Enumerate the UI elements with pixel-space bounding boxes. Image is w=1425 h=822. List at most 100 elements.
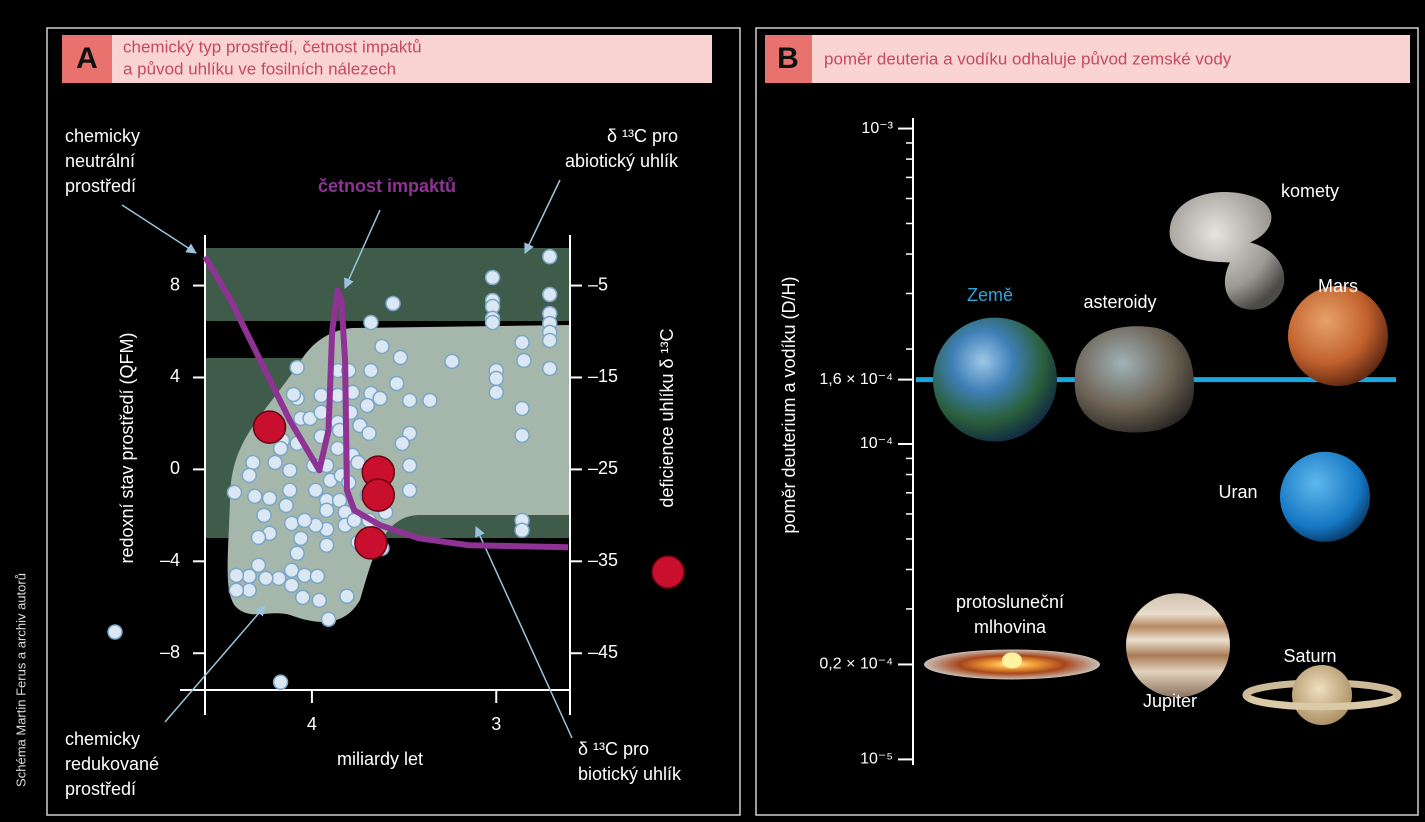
arrow bbox=[344, 209, 381, 289]
point bbox=[289, 359, 305, 376]
y2-tick-label: –5 bbox=[588, 274, 608, 294]
point bbox=[282, 482, 298, 499]
y2-tick-label: –35 bbox=[588, 550, 618, 570]
comet bbox=[1169, 191, 1285, 310]
point bbox=[228, 567, 245, 584]
x-tick-label: 3 bbox=[491, 714, 501, 734]
point bbox=[363, 362, 379, 379]
point bbox=[514, 522, 530, 539]
y2-tick-label: –45 bbox=[588, 642, 618, 662]
point bbox=[541, 360, 558, 377]
panel-title: poměr deuteria a vodíku odhaluje původ z… bbox=[824, 49, 1232, 68]
point bbox=[318, 502, 335, 519]
point bbox=[294, 589, 311, 606]
ring bbox=[1247, 694, 1397, 711]
point bbox=[241, 582, 257, 599]
annotation: redukované bbox=[65, 754, 159, 774]
body-label: mlhovina bbox=[974, 617, 1047, 637]
annotation: chemicky bbox=[65, 729, 140, 749]
point bbox=[514, 427, 530, 444]
point bbox=[282, 462, 298, 479]
impact-line bbox=[202, 255, 569, 551]
panel-letter: A bbox=[76, 42, 98, 75]
y-tick-label: 10⁻³ bbox=[861, 120, 893, 137]
point bbox=[361, 478, 396, 512]
panel-title: chemický typ prostředí, četnost impaktů bbox=[123, 37, 422, 56]
point bbox=[320, 611, 337, 627]
point bbox=[484, 269, 501, 286]
y2-axis-label: deficience uhlíku δ ¹³C bbox=[657, 328, 677, 507]
y-tick-label: 4 bbox=[170, 366, 180, 386]
point bbox=[359, 397, 375, 414]
annotation: δ ¹³C pro bbox=[607, 126, 678, 146]
body-label: protosluneční bbox=[956, 592, 1064, 612]
point bbox=[245, 454, 261, 471]
body-label: Jupiter bbox=[1143, 691, 1197, 711]
point bbox=[374, 338, 390, 355]
point bbox=[293, 530, 309, 547]
point bbox=[488, 370, 505, 387]
point bbox=[267, 454, 283, 471]
nebula-core bbox=[1002, 652, 1022, 669]
body-label: asteroidy bbox=[1083, 292, 1156, 312]
biotic-region bbox=[227, 325, 570, 622]
y-tick-label: 1,6 × 10⁻⁴ bbox=[819, 371, 893, 388]
point bbox=[250, 529, 267, 546]
point bbox=[401, 482, 418, 499]
annotation: abiotický uhlík bbox=[565, 151, 679, 171]
panel-letter: B bbox=[777, 42, 799, 75]
arrow bbox=[524, 179, 561, 254]
point bbox=[385, 295, 401, 312]
point bbox=[283, 515, 300, 532]
annotation: prostředí bbox=[65, 176, 136, 196]
arrow bbox=[164, 605, 266, 723]
point bbox=[361, 425, 377, 442]
point bbox=[541, 248, 558, 265]
panel-title: a původ uhlíku ve fosilních nálezech bbox=[123, 59, 396, 78]
y-tick-label: –8 bbox=[160, 642, 180, 662]
annotation: biotický uhlík bbox=[578, 764, 682, 784]
planet bbox=[1292, 665, 1352, 726]
annotation: chemicky bbox=[65, 126, 140, 146]
annotation: prostředí bbox=[65, 779, 136, 799]
legend-marker bbox=[651, 555, 685, 589]
y-tick-label: –4 bbox=[160, 550, 180, 570]
body-label: Saturn bbox=[1283, 646, 1336, 666]
point bbox=[514, 400, 530, 417]
point bbox=[388, 375, 405, 392]
point bbox=[339, 588, 355, 604]
y-tick-label: 0,2 × 10⁻⁴ bbox=[819, 656, 893, 673]
point bbox=[318, 537, 335, 553]
point bbox=[307, 482, 324, 499]
planet bbox=[1126, 593, 1230, 698]
body-label: Mars bbox=[1318, 276, 1358, 296]
y-axis-label: redoxní stav prostředí (QFM) bbox=[117, 332, 137, 563]
y-tick-label: 8 bbox=[170, 274, 180, 294]
point bbox=[401, 457, 418, 474]
point bbox=[309, 568, 326, 584]
point bbox=[278, 497, 294, 514]
x-tick-label: 4 bbox=[307, 714, 317, 734]
point bbox=[392, 349, 409, 366]
point bbox=[256, 507, 272, 524]
y-axis-label: poměr deuterium a vodíku (D/H) bbox=[779, 276, 799, 533]
x-axis-label: miliardy let bbox=[337, 749, 423, 769]
point bbox=[252, 410, 287, 444]
arrow bbox=[121, 204, 197, 254]
panel-frame bbox=[46, 27, 741, 816]
point bbox=[541, 332, 558, 349]
arrow bbox=[475, 526, 573, 739]
point bbox=[484, 314, 501, 331]
abiotic-band bbox=[205, 248, 570, 321]
point bbox=[363, 314, 379, 331]
point bbox=[226, 484, 243, 501]
point bbox=[258, 570, 274, 587]
body-label: Uran bbox=[1218, 482, 1257, 502]
point bbox=[444, 353, 460, 370]
point bbox=[283, 577, 300, 593]
point bbox=[514, 334, 530, 351]
annotation: neutrální bbox=[65, 151, 135, 171]
point bbox=[247, 488, 263, 505]
